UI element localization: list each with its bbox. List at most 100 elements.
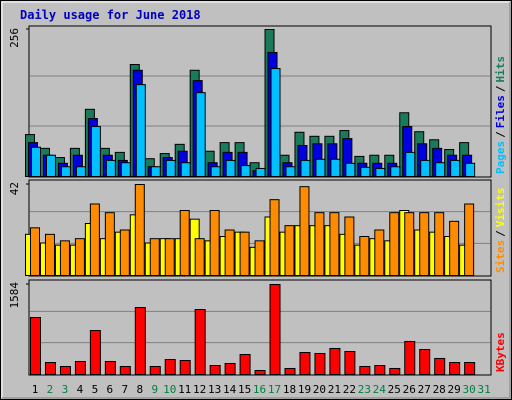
legend-label: Files xyxy=(494,95,507,128)
bar xyxy=(465,162,476,177)
bar xyxy=(299,352,311,375)
bar xyxy=(284,225,295,277)
bar xyxy=(225,159,236,177)
x-tick-label: 7 xyxy=(122,383,129,396)
bar xyxy=(435,162,446,177)
x-tick-label: 30 xyxy=(463,383,476,396)
bar xyxy=(359,365,371,376)
bar xyxy=(180,162,191,177)
x-tick-label: 31 xyxy=(477,383,490,396)
x-tick-label: 21 xyxy=(328,383,341,396)
bar xyxy=(195,92,206,177)
x-tick-label: 24 xyxy=(373,383,387,396)
bar xyxy=(374,365,386,376)
bar xyxy=(300,159,311,177)
bar xyxy=(74,360,86,376)
x-tick-label: 8 xyxy=(136,383,143,396)
bar xyxy=(239,231,250,277)
bar xyxy=(464,362,476,375)
legend-separator: / xyxy=(494,85,507,92)
bar xyxy=(89,203,100,276)
bar xyxy=(135,84,146,177)
bar xyxy=(165,159,176,177)
bar xyxy=(119,229,130,276)
x-tick-label: 27 xyxy=(418,383,431,396)
bar xyxy=(389,212,400,277)
x-tick-label: 23 xyxy=(358,383,371,396)
y-tick-label: 42 xyxy=(8,182,21,195)
bar xyxy=(30,227,40,276)
bar xyxy=(134,184,145,276)
bar xyxy=(329,347,341,375)
bar xyxy=(90,126,101,177)
x-tick-label: 3 xyxy=(62,383,69,396)
x-tick-label: 14 xyxy=(223,383,237,396)
bar xyxy=(359,236,370,276)
bar xyxy=(209,365,221,376)
x-tick-label: 2 xyxy=(47,383,54,396)
bar xyxy=(375,167,386,177)
x-tick-label: 26 xyxy=(403,383,416,396)
bar xyxy=(269,284,281,375)
y-tick-label: 256 xyxy=(8,28,21,48)
bar xyxy=(179,360,191,376)
bar xyxy=(405,151,416,177)
bar xyxy=(270,68,281,177)
x-tick-label: 29 xyxy=(448,383,461,396)
bar xyxy=(164,359,176,375)
bar xyxy=(285,166,296,177)
bar xyxy=(389,367,401,375)
legend-separator: / xyxy=(494,230,507,237)
chart-title: Daily usage for June 2018 xyxy=(20,8,201,22)
x-tick-label: 25 xyxy=(388,383,401,396)
bar xyxy=(314,352,326,375)
bar xyxy=(179,210,190,276)
x-tick-label: 17 xyxy=(268,383,281,396)
bar xyxy=(434,212,445,277)
legend-label: KBytes xyxy=(494,332,507,372)
x-tick-label: 28 xyxy=(433,383,446,396)
bar xyxy=(344,350,356,376)
legend-label: Hits xyxy=(494,56,507,83)
bar xyxy=(74,238,85,277)
bar xyxy=(314,212,325,277)
bar xyxy=(330,158,341,177)
bar xyxy=(150,166,161,177)
bar xyxy=(44,233,55,276)
x-tick-label: 20 xyxy=(313,383,326,396)
bar xyxy=(149,238,160,277)
bar xyxy=(44,362,56,375)
bar xyxy=(254,240,265,276)
bar xyxy=(254,370,266,376)
bar xyxy=(419,349,431,375)
bar xyxy=(239,354,251,375)
bar xyxy=(45,154,56,177)
bar xyxy=(345,162,356,177)
legend-label: Sites xyxy=(494,240,507,273)
bar xyxy=(269,199,280,277)
x-tick-label: 4 xyxy=(77,383,84,396)
x-tick-label: 22 xyxy=(343,383,356,396)
bar xyxy=(420,159,431,177)
bar xyxy=(104,212,115,277)
bar xyxy=(75,166,86,177)
bar xyxy=(59,365,71,376)
x-tick-label: 10 xyxy=(163,383,176,396)
bar xyxy=(360,166,371,177)
bar xyxy=(404,212,415,277)
bar xyxy=(449,220,460,276)
x-tick-label: 16 xyxy=(253,383,266,396)
x-tick-label: 11 xyxy=(178,383,191,396)
bar xyxy=(104,360,116,376)
bar xyxy=(374,229,385,276)
bar xyxy=(315,158,326,177)
bar xyxy=(59,240,70,276)
bar xyxy=(224,229,235,276)
bar xyxy=(30,317,41,375)
bar xyxy=(434,357,446,375)
bar xyxy=(240,165,251,177)
legend-label: Pages xyxy=(494,141,507,174)
